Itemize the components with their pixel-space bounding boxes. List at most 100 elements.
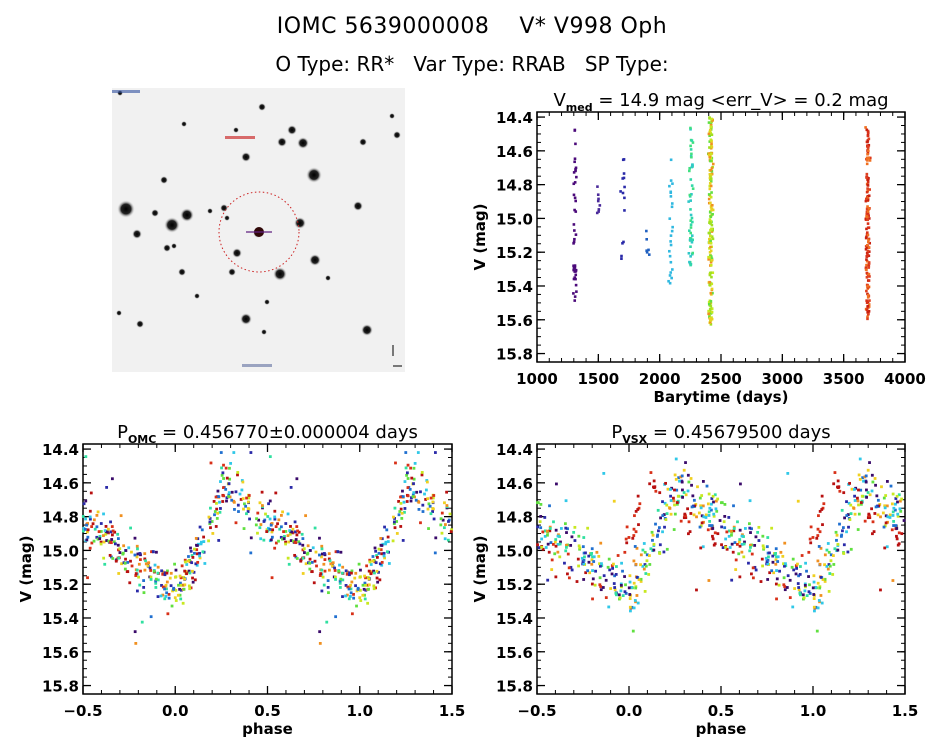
data-point <box>853 499 857 502</box>
data-point <box>295 557 299 560</box>
data-point <box>669 179 673 182</box>
data-point <box>865 128 869 132</box>
data-point <box>82 526 86 530</box>
data-point <box>327 552 331 556</box>
data-point <box>192 570 196 574</box>
star <box>224 215 230 221</box>
star <box>353 201 363 211</box>
data-point <box>711 534 714 538</box>
data-point <box>118 547 122 551</box>
star <box>116 310 122 316</box>
data-point <box>619 589 623 593</box>
y-tick-label: 15.2 <box>496 244 533 262</box>
data-point <box>386 540 390 543</box>
data-point <box>708 310 712 313</box>
data-point <box>699 504 703 508</box>
data-point <box>708 316 712 320</box>
data-point <box>99 522 103 525</box>
data-point <box>371 555 375 558</box>
chart-title: Vmed = 14.9 mag <err_V> = 0.2 mag <box>553 90 888 114</box>
data-point <box>268 455 272 459</box>
data-point <box>614 573 618 576</box>
data-point <box>747 522 751 526</box>
data-point <box>215 517 219 520</box>
data-point <box>743 527 747 530</box>
data-point <box>892 506 896 510</box>
data-point <box>627 536 631 539</box>
data-point <box>536 543 539 547</box>
data-point <box>672 499 676 503</box>
x-tick-label: −0.5 <box>63 702 102 720</box>
data-point <box>790 565 794 569</box>
star <box>164 217 180 233</box>
data-point <box>632 581 636 585</box>
data-point <box>590 558 594 562</box>
data-point <box>613 586 617 589</box>
data-point <box>594 569 597 573</box>
data-point <box>367 577 371 581</box>
data-point <box>750 527 753 531</box>
data-point <box>825 564 829 568</box>
data-point <box>661 530 664 534</box>
data-point <box>321 552 324 556</box>
data-point <box>195 544 199 547</box>
data-point <box>843 516 846 520</box>
data-point <box>564 526 568 530</box>
x-tick-label: 0.0 <box>162 702 189 720</box>
data-point <box>899 509 903 513</box>
data-point <box>639 577 643 581</box>
data-point <box>623 590 627 594</box>
data-point <box>347 587 351 591</box>
data-point <box>168 576 172 580</box>
data-point <box>867 240 870 244</box>
x-tick-label: 1.0 <box>346 702 373 720</box>
data-point <box>105 530 109 534</box>
data-point <box>228 477 232 481</box>
data-point <box>565 531 568 534</box>
data-point <box>543 516 547 519</box>
data-point <box>815 629 819 633</box>
data-point <box>133 553 137 557</box>
data-point <box>416 499 420 503</box>
data-point <box>673 503 676 507</box>
data-point <box>138 552 142 555</box>
data-point <box>403 507 407 510</box>
data-point <box>196 560 200 564</box>
data-point <box>886 520 889 524</box>
data-point <box>708 251 712 254</box>
data-point <box>320 544 324 548</box>
data-point <box>827 550 831 554</box>
data-point <box>392 522 396 525</box>
data-point <box>241 497 245 501</box>
data-point <box>537 546 541 550</box>
data-point <box>361 583 365 587</box>
data-point <box>827 563 831 566</box>
data-point <box>409 499 413 503</box>
data-point <box>651 533 655 537</box>
data-point <box>405 471 409 475</box>
data-point <box>421 503 425 507</box>
data-point <box>283 535 286 538</box>
data-point <box>802 596 806 600</box>
data-point <box>868 275 871 278</box>
data-point <box>163 597 167 601</box>
data-point <box>723 515 727 518</box>
data-point <box>382 554 386 558</box>
y-tick-label: 15.6 <box>42 644 79 662</box>
data-point <box>230 498 234 502</box>
data-point <box>862 479 865 483</box>
data-point <box>135 544 139 548</box>
data-point <box>595 550 599 554</box>
data-point <box>880 485 883 489</box>
data-point <box>864 266 868 270</box>
data-point <box>228 495 232 499</box>
data-point <box>567 566 571 570</box>
data-point <box>689 255 692 258</box>
data-point <box>866 296 870 299</box>
data-point <box>840 533 844 537</box>
data-point <box>249 536 253 540</box>
data-point <box>804 585 807 589</box>
data-point <box>397 500 401 503</box>
data-point <box>428 504 432 508</box>
data-point <box>403 480 407 483</box>
